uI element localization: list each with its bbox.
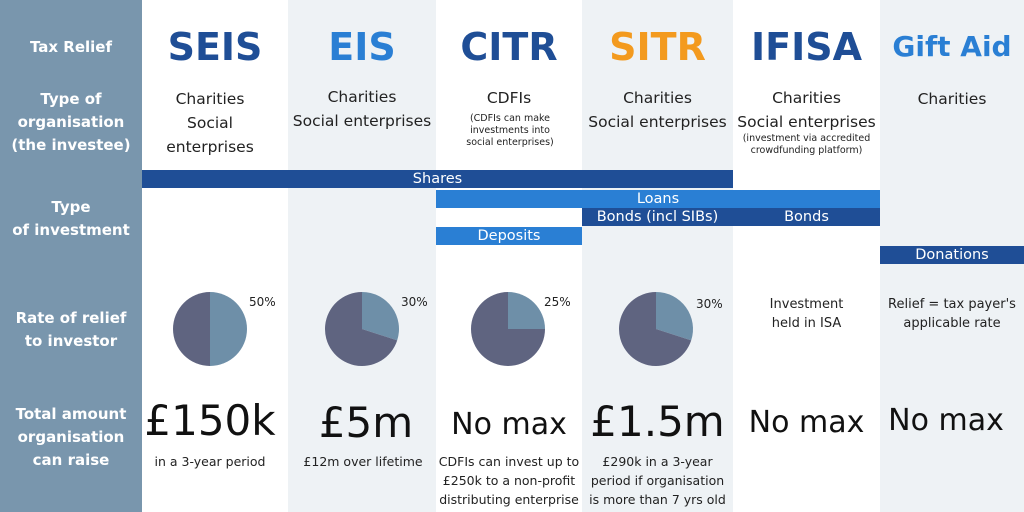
- max-amount-ifisa: No max: [748, 405, 865, 440]
- rate-label-citr: 25%: [544, 295, 571, 309]
- pie-slice-seis-1: [173, 292, 210, 366]
- pie-slice-citr-1: [471, 292, 545, 366]
- org-type-seis: Charities Social enterprises: [166, 90, 254, 156]
- pie-slice-seis-0: [210, 292, 247, 366]
- max-amount-sitr: £1.5m: [590, 397, 725, 446]
- scheme-title-citr: CITR: [460, 25, 558, 69]
- org-note-ifisa: (investment via accredited crowdfunding …: [742, 133, 871, 156]
- row-label-rate: Rate of relief to investor: [15, 309, 127, 350]
- scheme-title-seis: SEIS: [167, 25, 263, 69]
- org-note-citr: (CDFIs can make investments into social …: [466, 113, 554, 148]
- row-label-tax-relief: Tax Relief: [29, 38, 113, 56]
- max-amount-seis: £150k: [144, 396, 276, 445]
- row-label-total: Total amount organisation can raise: [15, 405, 127, 469]
- org-type-eis: Charities Social enterprises: [292, 88, 432, 130]
- scheme-title-ifisa: IFISA: [750, 25, 862, 69]
- max-amount-gift-aid: No max: [888, 403, 1004, 438]
- rate-text-ifisa: Investment held in ISA: [769, 297, 844, 331]
- row-label-sidebar: [0, 0, 142, 512]
- rate-text-gift-aid: Relief = tax payer's applicable rate: [888, 297, 1016, 331]
- max-amount-citr: No max: [451, 407, 567, 442]
- max-note-citr: CDFIs can invest up to £250k to a non-pro…: [438, 454, 580, 507]
- scheme-title-sitr: SITR: [609, 25, 706, 69]
- column-sitr: [582, 0, 733, 512]
- org-type-ifisa: Charities Social enterprises: [737, 89, 876, 131]
- bar-shares: Shares: [142, 170, 733, 188]
- pie-slice-eis-0: [362, 292, 399, 341]
- bar-bonds: Bonds: [733, 208, 880, 226]
- row-label-investment-type: Type of investment: [12, 198, 130, 239]
- column-eis: [288, 0, 436, 512]
- bar-deposits: Deposits: [436, 227, 582, 245]
- bar-donations: Donations: [880, 246, 1024, 264]
- max-note-sitr: £290k in a 3-year period if organisation i…: [589, 454, 726, 507]
- max-amount-eis: £5m: [318, 398, 414, 447]
- pie-slice-sitr-1: [619, 292, 692, 366]
- bar-bonds-incl-sibs: Bonds (incl SIBs): [582, 208, 733, 226]
- scheme-title-gift-aid: Gift Aid: [892, 30, 1012, 63]
- pie-slice-eis-1: [324, 292, 398, 366]
- org-type-sitr: Charities Social enterprises: [588, 89, 727, 131]
- org-type-gift-aid: Charities: [917, 90, 987, 108]
- max-note-seis: in a 3-year period: [154, 454, 266, 469]
- rate-label-sitr: 30%: [696, 297, 723, 311]
- pie-slice-sitr-0: [656, 292, 693, 341]
- rate-label-seis: 50%: [249, 295, 276, 309]
- org-type-citr: CDFIs: [486, 89, 532, 107]
- pie-slice-citr-0: [508, 292, 545, 329]
- bar-loans: Loans: [436, 190, 880, 208]
- rate-label-eis: 30%: [401, 295, 428, 309]
- scheme-title-eis: EIS: [328, 25, 396, 69]
- row-label-org-type: Type of organisation (the investee): [11, 90, 131, 154]
- max-note-eis: £12m over lifetime: [303, 454, 423, 469]
